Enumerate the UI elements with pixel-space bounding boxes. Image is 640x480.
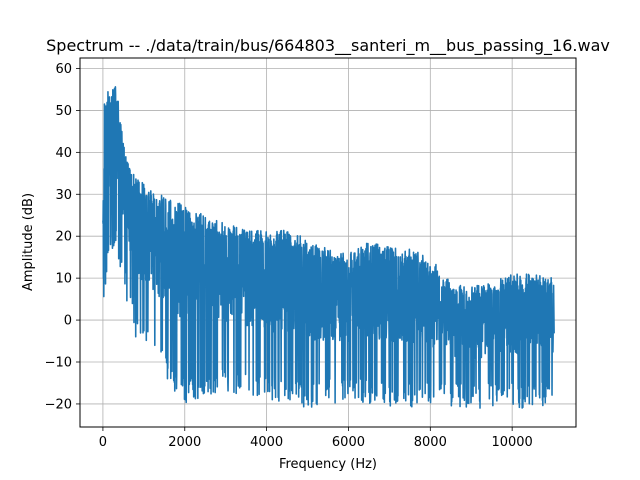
chart-title: Spectrum -- ./data/train/bus/664803__san… [46, 36, 610, 56]
axis-ticks: 0 2000 4000 6000 8000 10000 −20 −10 0 10 20 30 40 50 6… [45, 62, 533, 450]
y-tick-label: 50 [55, 104, 72, 119]
y-tick-label: −20 [45, 397, 72, 412]
y-tick-label: 20 [55, 230, 72, 245]
x-tick-label: 2000 [168, 435, 201, 450]
y-tick-label: 10 [55, 272, 72, 287]
plot-frame [79, 57, 577, 428]
x-axis-label: Frequency (Hz) [279, 457, 377, 472]
spectrum-trace [102, 86, 555, 409]
y-tick-label: 0 [64, 314, 72, 329]
x-tick-label: 10000 [491, 435, 532, 450]
y-tick-label: 30 [55, 188, 72, 203]
y-tick-label: −10 [45, 356, 72, 371]
x-tick-label: 0 [99, 435, 107, 450]
x-tick-label: 6000 [332, 435, 365, 450]
x-tick-label: 4000 [250, 435, 283, 450]
y-axis-label: Amplitude (dB) [21, 193, 36, 291]
x-tick-label: 8000 [414, 435, 447, 450]
y-tick-label: 60 [55, 62, 72, 77]
series-line [102, 86, 555, 409]
y-tick-label: 40 [55, 146, 72, 161]
